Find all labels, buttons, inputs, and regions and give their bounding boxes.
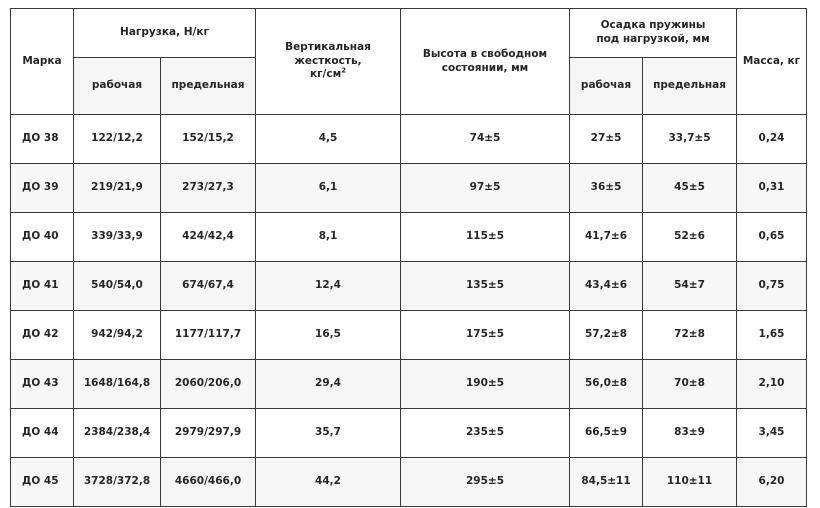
stiffness-label-line2: жесткость, [294,54,362,67]
cell-stiffness: 44,2 [255,457,402,507]
table-row: ДО 39 219/21,9 273/27,3 6,1 97±5 36±5 45±5 0,31 [10,163,808,213]
cell-settling-limit: 33,7±5 [642,114,738,164]
cell-stiffness: 12,4 [255,261,402,311]
column-header-marka: Марка [10,8,74,115]
table-row: ДО 43 1648/164,8 2060/206,0 29,4 190±5 56,0±8… [10,359,808,409]
cell-stiffness: 8,1 [255,212,402,262]
cell-load-working: 540/54,0 [73,261,161,311]
cell-mass: 6,20 [736,457,808,507]
spring-specifications-table: Марка Нагрузка, Н/кг Вертикальная жестко… [10,8,808,507]
cell-stiffness: 35,7 [255,408,402,458]
header-row-top: Марка Нагрузка, Н/кг Вертикальная жестко… [10,8,808,115]
settling-label-line2: под нагрузкой, мм [596,33,710,45]
cell-free-height: 135±5 [400,261,571,311]
cell-free-height: 295±5 [400,457,571,507]
cell-load-working: 219/21,9 [73,163,161,213]
stiffness-label-line1: Вертикальная [285,40,371,53]
spring-specifications-table-container: Марка Нагрузка, Н/кг Вертикальная жестко… [10,8,808,507]
cell-load-limit: 424/42,4 [159,212,257,262]
column-header-load-limit: предельная [159,57,257,115]
cell-settling-working: 27±5 [569,114,644,164]
cell-free-height: 190±5 [400,359,571,409]
cell-marka: ДО 45 [10,457,74,507]
free-height-label-line1: Высота в свободном [422,47,548,60]
cell-stiffness: 16,5 [255,310,402,360]
cell-free-height: 115±5 [400,212,571,262]
header-row-sub: рабочая предельная рабочая предельная [11,57,807,115]
column-header-free-height: Высота в свободном состоянии, мм [400,8,571,115]
cell-settling-working: 66,5±9 [569,408,644,458]
cell-marka: ДО 41 [10,261,74,311]
table-row: ДО 40 339/33,9 424/42,4 8,1 115±5 41,7±6 52±6 0… [10,212,808,262]
cell-settling-working: 84,5±11 [569,457,644,507]
cell-load-working: 2384/238,4 [73,408,161,458]
cell-mass: 0,75 [736,261,808,311]
column-header-settling-working: рабочая [569,57,644,115]
column-header-load-working: рабочая [73,57,161,115]
cell-marka: ДО 40 [10,212,74,262]
table-body: ДО 38 122/12,2 152/15,2 4,5 74±5 27±5 33,7±5 0,… [10,114,808,507]
cell-mass: 2,10 [736,359,808,409]
table-row: ДО 44 2384/238,4 2979/297,9 35,7 235±5 66,5±9… [10,408,808,458]
cell-settling-limit: 54±7 [642,261,738,311]
column-header-vertical-stiffness: Вертикальная жесткость, кг/см2 [255,8,402,115]
free-height-label-line2: состоянии, мм [441,61,529,74]
cell-free-height: 235±5 [400,408,571,458]
cell-load-working: 1648/164,8 [73,359,161,409]
cell-free-height: 74±5 [400,114,571,164]
column-header-settling-limit: предельная [642,57,738,115]
table-row: ДО 38 122/12,2 152/15,2 4,5 74±5 27±5 33,7±5 0,… [10,114,808,164]
cell-free-height: 97±5 [400,163,571,213]
cell-stiffness: 6,1 [255,163,402,213]
cell-load-limit: 674/67,4 [159,261,257,311]
cell-mass: 0,31 [736,163,808,213]
cell-mass: 0,65 [736,212,808,262]
cell-settling-limit: 70±8 [642,359,738,409]
cell-settling-limit: 52±6 [642,212,738,262]
cell-load-working: 339/33,9 [73,212,161,262]
cell-stiffness: 29,4 [255,359,402,409]
table-row: ДО 45 3728/372,8 4660/466,0 44,2 295±5 84,5±1… [10,457,808,507]
column-header-mass: Масса, кг [736,8,808,115]
cell-marka: ДО 44 [10,408,74,458]
cell-settling-working: 36±5 [569,163,644,213]
cell-load-limit: 273/27,3 [159,163,257,213]
cell-load-limit: 2060/206,0 [159,359,257,409]
cell-settling-limit: 72±8 [642,310,738,360]
cell-mass: 3,45 [736,408,808,458]
cell-stiffness: 4,5 [255,114,402,164]
cell-settling-limit: 45±5 [642,163,738,213]
cell-settling-limit: 83±9 [642,408,738,458]
cell-load-working: 942/94,2 [73,310,161,360]
cell-marka: ДО 42 [10,310,74,360]
column-group-header-settling: Осадка пружины под нагрузкой, мм [569,8,738,58]
cell-load-limit: 2979/297,9 [159,408,257,458]
settling-label-line1: Осадка пружины [600,19,706,32]
cell-settling-working: 43,4±6 [569,261,644,311]
cell-marka: ДО 38 [10,114,74,164]
cell-mass: 1,65 [736,310,808,360]
column-group-header-load: Нагрузка, Н/кг [72,8,257,58]
cell-marka: ДО 39 [10,163,74,213]
stiffness-unit-superscript: 2 [341,66,347,75]
cell-load-working: 122/12,2 [73,114,161,164]
cell-settling-working: 41,7±6 [569,212,644,262]
table-row: ДО 41 540/54,0 674/67,4 12,4 135±5 43,4±6 54±7… [10,261,808,311]
cell-load-working: 3728/372,8 [73,457,161,507]
cell-load-limit: 152/15,2 [159,114,257,164]
stiffness-label-line3: кг/см [309,68,342,81]
cell-settling-working: 56,0±8 [569,359,644,409]
cell-load-limit: 4660/466,0 [159,457,257,507]
cell-settling-limit: 110±11 [642,457,738,507]
table-row: ДО 42 942/94,2 1177/117,7 16,5 175±5 57,2±8 72… [10,310,808,360]
cell-settling-working: 57,2±8 [569,310,644,360]
cell-free-height: 175±5 [400,310,571,360]
cell-mass: 0,24 [736,114,808,164]
cell-load-limit: 1177/117,7 [159,310,257,360]
table-header: Марка Нагрузка, Н/кг Вертикальная жестко… [10,8,808,115]
cell-marka: ДО 43 [10,359,74,409]
